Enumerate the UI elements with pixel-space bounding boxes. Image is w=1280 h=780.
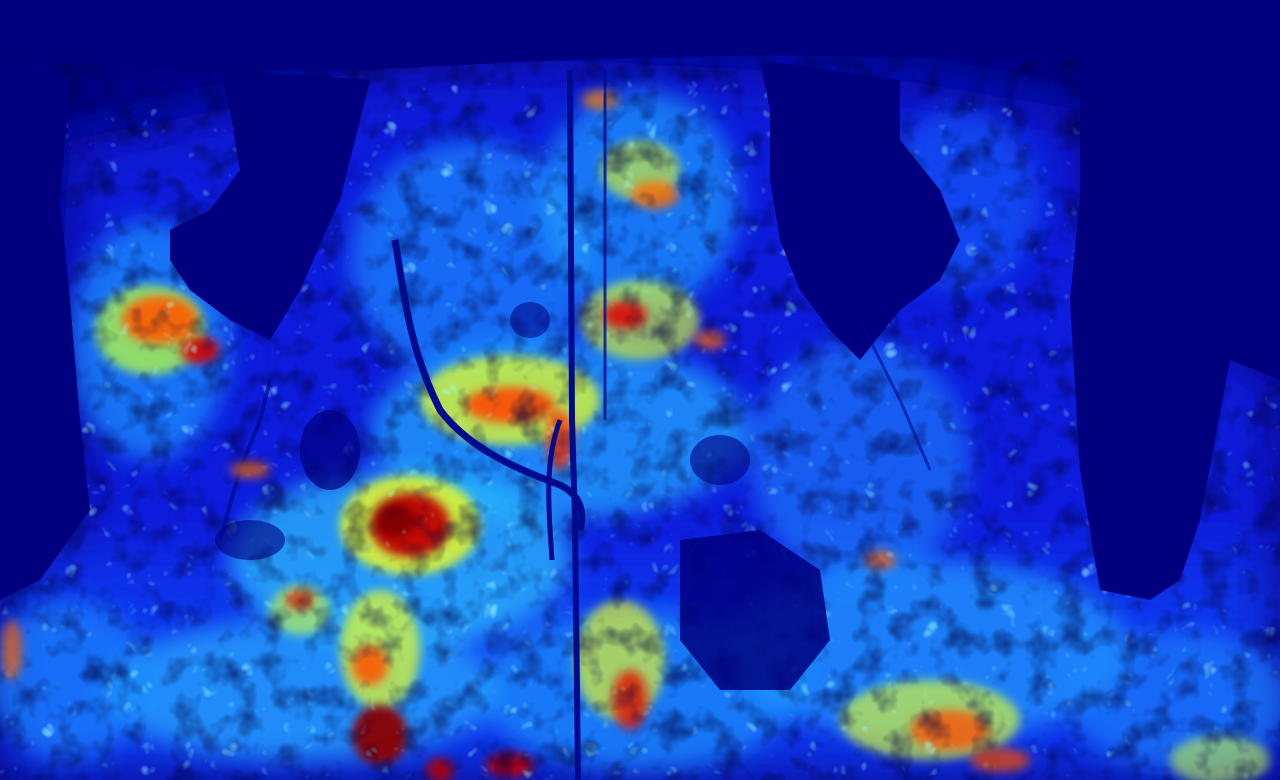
dark-silhouettes: [0, 0, 1280, 690]
edge-accents: [2, 462, 1030, 772]
thin-line-structures: [218, 69, 932, 780]
